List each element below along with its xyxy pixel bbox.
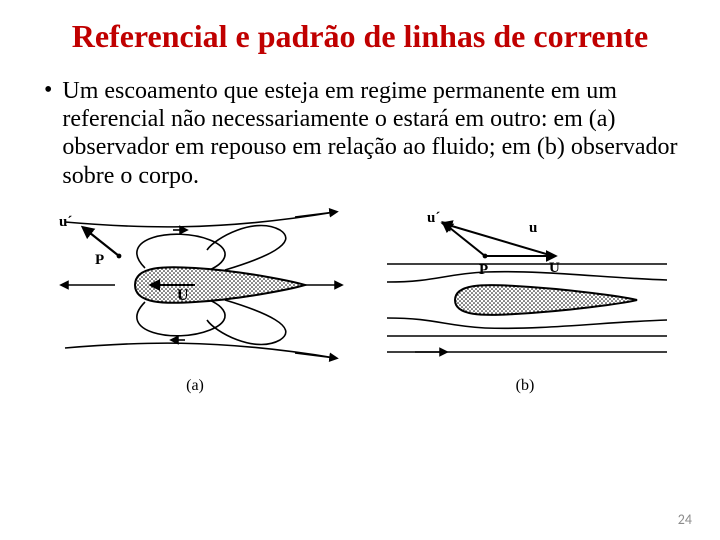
bullet-text: Um escoamento que esteja em regime perma… <box>62 77 680 190</box>
figure-a: U u´ P (a) <box>45 208 345 395</box>
figure-a-caption: (a) <box>186 377 204 395</box>
bullet-block: • Um escoamento que esteja em regime per… <box>0 63 720 190</box>
figures-row: U u´ P (a) <box>0 190 720 395</box>
label-U-a: U <box>177 287 189 304</box>
label-uprime-b: u´ <box>427 210 440 226</box>
figure-b-svg: u´ u P U <box>375 208 675 363</box>
figure-a-svg: U u´ P <box>45 208 345 363</box>
figure-b-caption: (b) <box>516 377 535 395</box>
bullet-row: • Um escoamento que esteja em regime per… <box>40 77 680 190</box>
label-uprime-a: u´ <box>59 214 72 230</box>
page-number: 24 <box>678 511 692 528</box>
label-u-b: u <box>529 220 537 236</box>
label-P-a: P <box>95 252 104 268</box>
slide-title: Referencial e padrão de linhas de corren… <box>0 0 720 63</box>
bullet-marker: • <box>40 77 62 103</box>
figure-b: u´ u P U (b) <box>375 208 675 395</box>
label-U-b: U <box>549 260 560 276</box>
label-P-b: P <box>479 262 488 278</box>
